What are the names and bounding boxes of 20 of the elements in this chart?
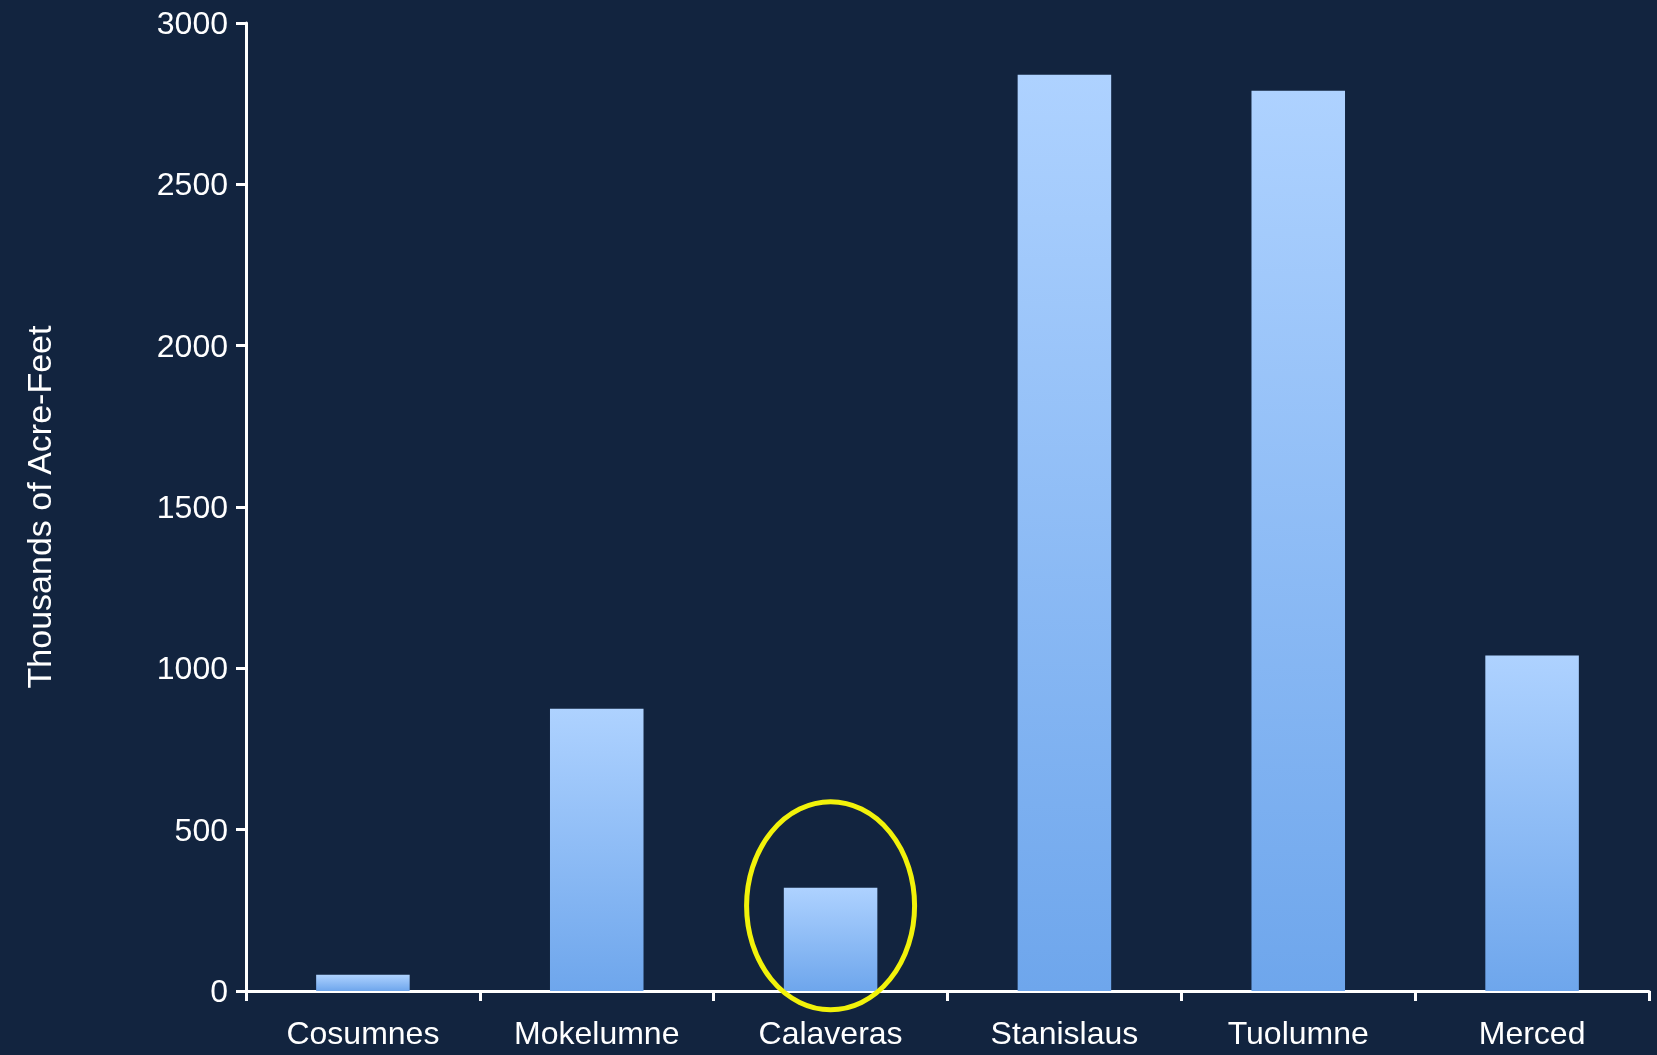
bar <box>1251 90 1346 991</box>
y-tick-label: 2000 <box>156 327 228 364</box>
bar <box>1485 655 1579 991</box>
x-tick-label: Merced <box>1478 1015 1586 1051</box>
y-tick-label: 1000 <box>156 650 228 687</box>
x-tick-label: Tuolumne <box>1227 1015 1369 1051</box>
x-tick-label: Cosumnes <box>286 1015 440 1051</box>
y-tick-label: 500 <box>174 811 228 848</box>
y-tick-label: 0 <box>210 973 228 1009</box>
x-tick-label: Mokelumne <box>514 1015 680 1051</box>
x-tick-label: Calaveras <box>758 1015 903 1051</box>
y-tick-label: 3000 <box>156 5 228 41</box>
y-tick-label: 1500 <box>156 489 228 525</box>
bar <box>1017 74 1112 991</box>
x-tick-label: Stanislaus <box>990 1015 1139 1051</box>
bar <box>549 708 644 991</box>
bar <box>783 887 878 991</box>
bar <box>316 974 410 991</box>
y-tick-label: 2500 <box>156 166 228 203</box>
y-axis-title: Thousands of Acre-Feet <box>20 325 58 689</box>
